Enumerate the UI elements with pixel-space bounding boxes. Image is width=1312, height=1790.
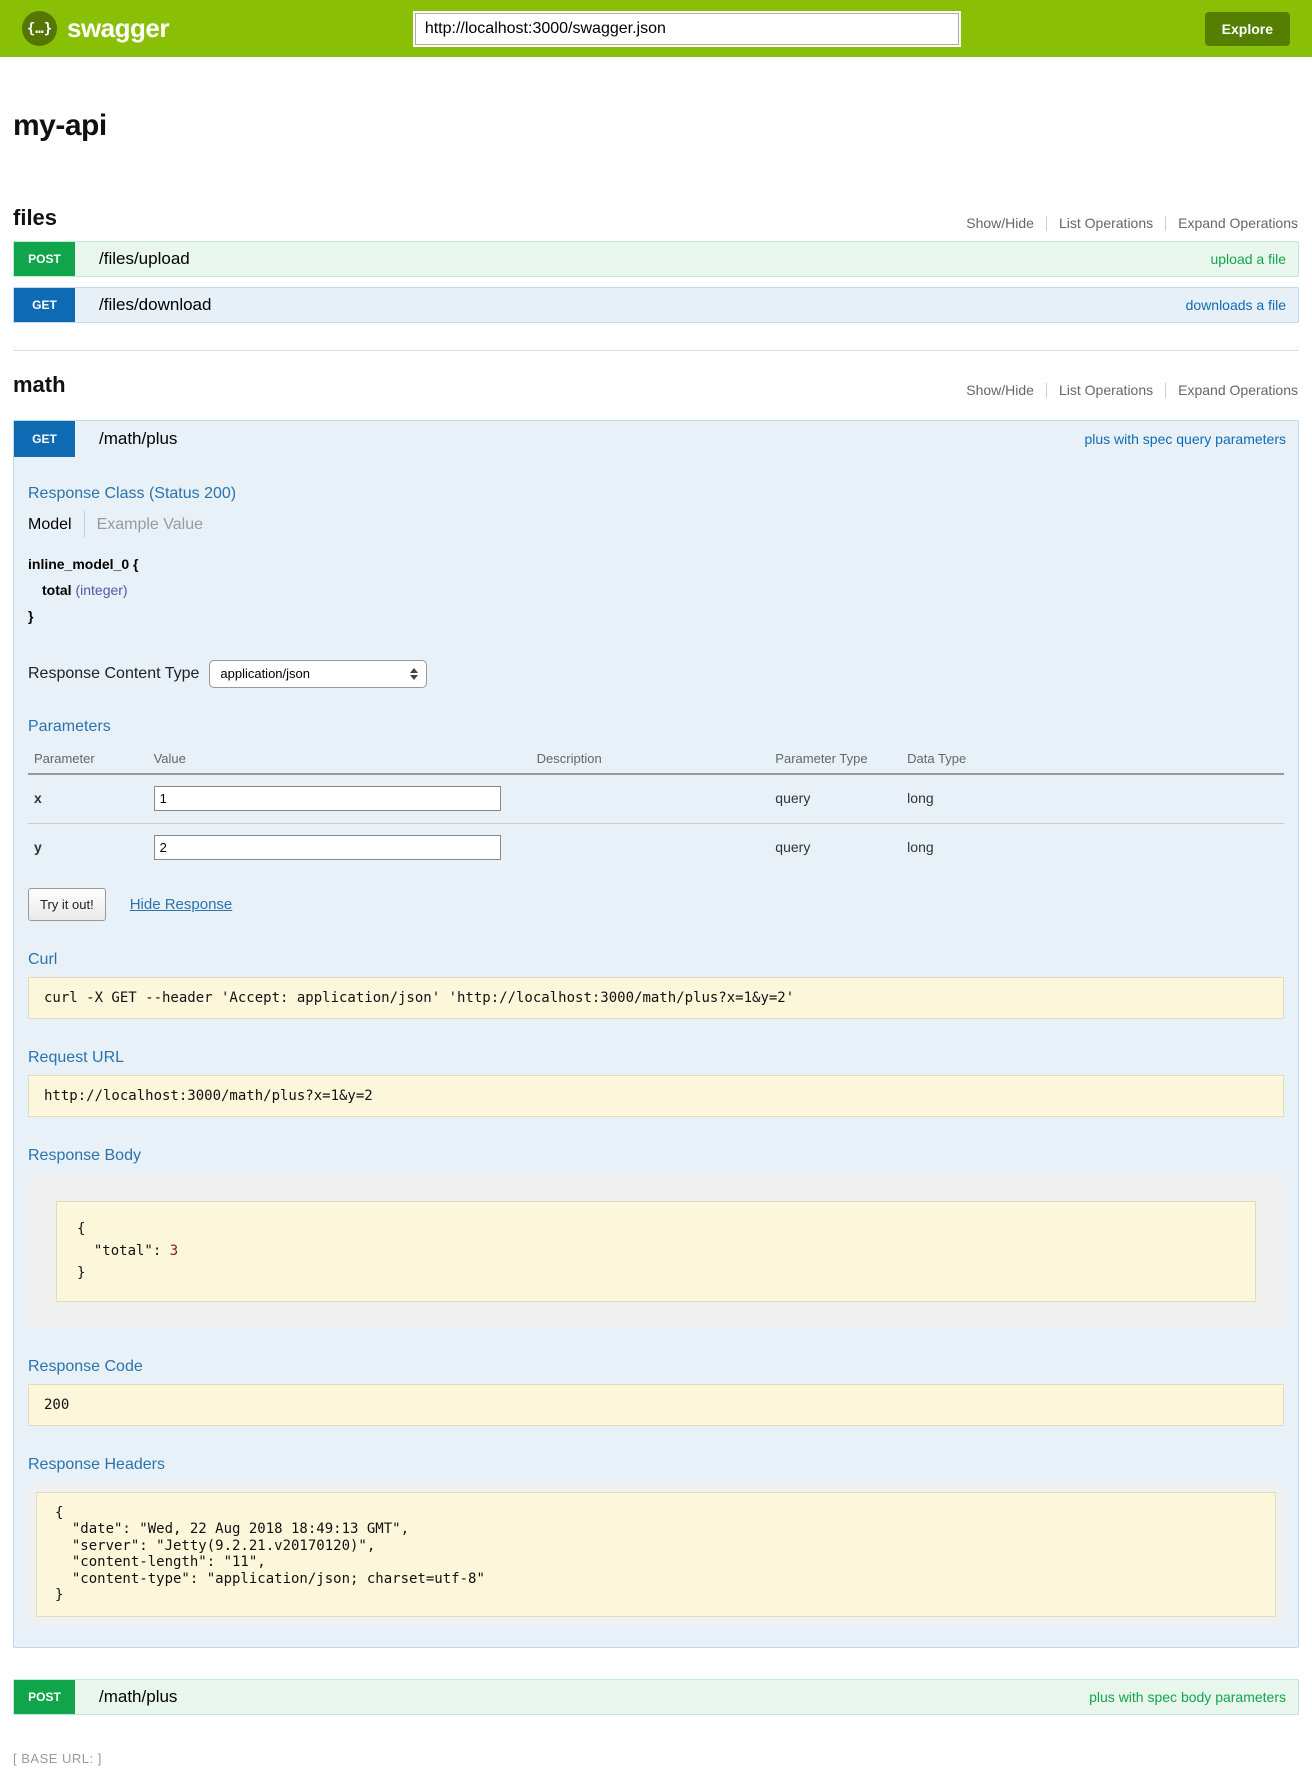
- parameter-data-type: long: [907, 773, 1284, 824]
- response-body-heading: Response Body: [28, 1146, 141, 1164]
- operation-row-post-math-plus[interactable]: POST /math/plus plus with spec body para…: [13, 1678, 1299, 1715]
- operation-summary[interactable]: plus with spec query parameters: [1084, 431, 1286, 447]
- parameter-row: y query long: [28, 823, 1284, 872]
- files-section: files Show/Hide List Operations Expand O…: [13, 205, 1299, 323]
- property-name: total: [42, 581, 72, 598]
- endpoint-path[interactable]: /math/plus: [99, 429, 178, 448]
- endpoint-path[interactable]: /files/upload: [99, 249, 190, 268]
- json-text: }: [77, 1265, 86, 1282]
- parameter-type: query: [775, 839, 811, 856]
- method-badge: GET: [14, 421, 75, 457]
- operation-summary[interactable]: downloads a file: [1185, 297, 1286, 313]
- response-headers-json: { "date": "Wed, 22 Aug 2018 18:49:13 GMT…: [36, 1491, 1276, 1617]
- response-code-heading: Response Code: [28, 1357, 143, 1375]
- list-operations-link[interactable]: List Operations: [1058, 215, 1154, 231]
- model-open: inline_model_0 {: [28, 556, 139, 572]
- parameter-name: y: [34, 839, 42, 856]
- parameter-name: x: [28, 773, 154, 824]
- method-badge: GET: [14, 288, 75, 322]
- operation-summary[interactable]: upload a file: [1210, 251, 1286, 267]
- section-title-files: files: [13, 205, 58, 230]
- column-header-value: Value: [153, 743, 537, 775]
- expand-operations-link[interactable]: Expand Operations: [1178, 382, 1298, 398]
- json-number-value: 3: [169, 1243, 179, 1260]
- separator: [1165, 215, 1167, 231]
- response-headers-heading: Response Headers: [28, 1455, 165, 1473]
- expand-operations-link[interactable]: Expand Operations: [1178, 215, 1298, 231]
- request-url-heading: Request URL: [28, 1048, 125, 1066]
- column-header-parameter: Parameter: [28, 743, 154, 775]
- try-it-out-row: Try it out! Hide Response: [28, 887, 1284, 921]
- column-header-parameter-type: Parameter Type: [775, 743, 908, 775]
- math-section: math Show/Hide List Operations Expand Op…: [13, 372, 1299, 1715]
- section-title-math: math: [13, 372, 66, 397]
- operation-block-get-math-plus: GET /math/plus plus with spec query para…: [13, 420, 1299, 1648]
- selected-option: application/json: [220, 666, 310, 682]
- method-badge: POST: [14, 1679, 75, 1714]
- parameter-description: [537, 823, 776, 872]
- param-value-input[interactable]: [153, 834, 501, 860]
- operation-row-get-files-download[interactable]: GET /files/download downloads a file: [13, 287, 1299, 323]
- tab-example-value[interactable]: Example Value: [96, 515, 204, 533]
- operation-content: Response Class (Status 200) Model Exampl…: [14, 457, 1298, 1647]
- method-badge: POST: [14, 242, 75, 276]
- show-hide-link[interactable]: Show/Hide: [966, 382, 1034, 398]
- model-property: total (integer): [28, 578, 1284, 604]
- section-divider: [13, 350, 1299, 351]
- response-code-value: 200: [28, 1383, 1284, 1426]
- explore-button[interactable]: Explore: [1204, 11, 1291, 46]
- page-content: my-api files Show/Hide List Operations E…: [0, 109, 1312, 1790]
- separator: [1045, 215, 1047, 231]
- property-type: (integer): [75, 581, 128, 598]
- parameter-description: [536, 773, 776, 824]
- response-class-tabs: Model Example Value: [28, 511, 1284, 538]
- response-body-container: { "total": 3 }: [28, 1174, 1284, 1328]
- resource-controls: Show/Hide List Operations Expand Operati…: [965, 215, 1299, 231]
- curl-heading: Curl: [28, 950, 58, 968]
- response-content-type-select[interactable]: application/json: [209, 659, 428, 688]
- request-url-value: http://localhost:3000/math/plus?x=1&y=2: [28, 1074, 1284, 1117]
- tab-divider: [83, 511, 85, 538]
- parameter-data-type: long: [907, 839, 934, 856]
- operation-row-get-math-plus[interactable]: GET /math/plus plus with spec query para…: [14, 421, 1298, 457]
- endpoint-path[interactable]: /files/download: [99, 295, 212, 314]
- endpoint-path[interactable]: /math/plus: [99, 1686, 178, 1706]
- operation-row-post-files-upload[interactable]: POST /files/upload upload a file: [13, 241, 1299, 277]
- model-close: }: [28, 607, 34, 624]
- show-hide-link[interactable]: Show/Hide: [966, 215, 1034, 231]
- tab-model[interactable]: Model: [28, 515, 72, 533]
- resource-controls: Show/Hide List Operations Expand Operati…: [965, 382, 1299, 398]
- json-text: { "total":: [77, 1220, 162, 1260]
- response-content-type-label: Response Content Type: [28, 664, 200, 682]
- column-header-description: Description: [536, 743, 776, 775]
- try-it-out-button[interactable]: Try it out!: [28, 887, 106, 921]
- response-class-heading: Response Class (Status 200): [28, 485, 237, 502]
- separator: [1165, 382, 1167, 398]
- model-signature: inline_model_0 { total (integer) }: [28, 552, 1284, 630]
- base-url-footer: [ BASE URL: ]: [13, 1750, 102, 1766]
- response-headers-container: { "date": "Wed, 22 Aug 2018 18:49:13 GMT…: [28, 1483, 1284, 1625]
- api-title: my-api: [13, 109, 107, 142]
- header-bar: {…} swagger Explore: [0, 0, 1312, 57]
- separator: [1045, 382, 1047, 398]
- param-value-input[interactable]: [153, 785, 501, 811]
- spec-url-input[interactable]: [414, 12, 959, 45]
- parameter-type: query: [775, 773, 908, 824]
- list-operations-link[interactable]: List Operations: [1058, 382, 1154, 398]
- parameter-row: x query long: [28, 773, 1284, 824]
- operation-summary[interactable]: plus with spec body parameters: [1089, 1688, 1286, 1705]
- swagger-logo-icon: {…}: [22, 11, 57, 46]
- column-header-data-type: Data Type: [907, 743, 1284, 775]
- parameters-table: Parameter Value Description Parameter Ty…: [28, 743, 1284, 872]
- brand-link[interactable]: {…} swagger: [22, 11, 170, 46]
- response-content-type-row: Response Content Type application/json: [28, 659, 1284, 688]
- brand-wordmark: swagger: [67, 13, 170, 43]
- response-body-json: { "total": 3 }: [56, 1200, 1256, 1302]
- curl-command: curl -X GET --header 'Accept: applicatio…: [28, 976, 1284, 1019]
- hide-response-link[interactable]: Hide Response: [129, 895, 233, 913]
- parameters-heading: Parameters: [28, 717, 111, 735]
- select-arrows-icon: [410, 667, 419, 680]
